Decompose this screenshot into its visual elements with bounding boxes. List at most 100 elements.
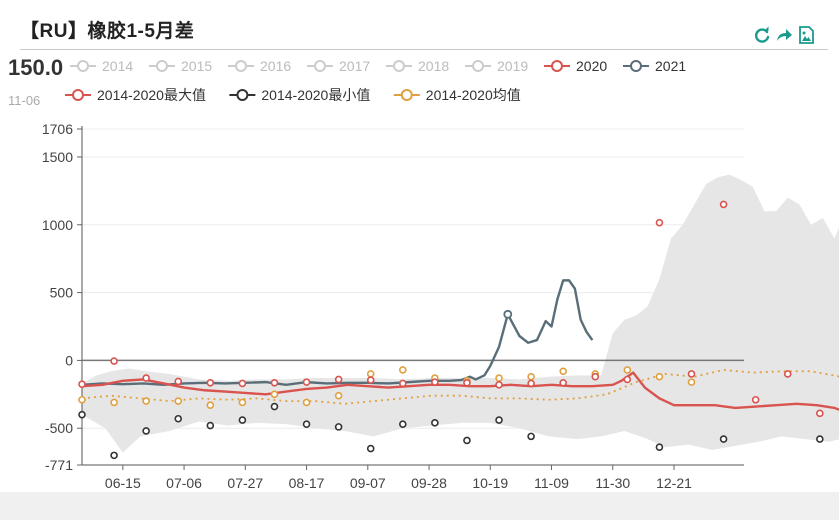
avg-marker — [623, 366, 632, 374]
legend-label: 2014-2020均值 — [426, 87, 521, 103]
avg-marker — [527, 372, 535, 381]
max-marker — [783, 370, 792, 378]
legend-swatch-dot — [235, 60, 247, 72]
avg-marker — [366, 370, 375, 378]
legend-label: 2020 — [576, 58, 607, 74]
legend-label: 2014-2020最小值 — [261, 87, 370, 103]
avg-marker — [302, 398, 311, 407]
y-tick-label: -500 — [45, 420, 73, 436]
legend-item[interactable]: 2014-2020均值 — [393, 87, 521, 103]
min-marker — [142, 427, 150, 435]
x-tick-label: 06-15 — [105, 475, 141, 491]
max-marker — [623, 375, 632, 384]
max-marker — [687, 370, 696, 378]
legend-label: 2019 — [497, 58, 528, 74]
legend-swatch-dot — [156, 60, 168, 72]
max-marker — [206, 378, 215, 387]
max-marker — [816, 409, 824, 418]
min-marker — [238, 416, 247, 424]
save-image-icon[interactable] — [797, 26, 815, 44]
x-tick-label: 12-21 — [656, 475, 692, 491]
toolbox — [753, 26, 815, 44]
marker-layer — [78, 200, 824, 460]
min-marker — [431, 419, 439, 427]
legend-item[interactable]: 2018 — [386, 58, 449, 74]
avg-marker — [270, 390, 279, 399]
max-marker — [591, 372, 600, 381]
legend-item[interactable]: 2014-2020最小值 — [229, 87, 370, 103]
legend-label: 2018 — [418, 58, 449, 74]
min-marker — [78, 410, 86, 419]
legend-label: 2014 — [102, 58, 133, 74]
x-tick-label: 07-27 — [227, 475, 263, 491]
avg-marker — [559, 367, 567, 376]
chart-title: 【RU】橡胶1-5月差 — [20, 21, 195, 42]
avg-marker — [655, 372, 664, 381]
min-marker — [110, 451, 118, 460]
avg-marker — [495, 374, 503, 382]
refresh-icon[interactable] — [753, 26, 771, 44]
min-marker — [206, 421, 215, 430]
min-marker — [655, 443, 664, 452]
legend-item[interactable]: 2019 — [465, 58, 528, 74]
legend-item[interactable]: 2017 — [307, 58, 370, 74]
max-marker — [495, 381, 503, 389]
legend-swatch-dot — [472, 60, 484, 72]
max-marker — [302, 378, 311, 386]
min-marker — [463, 436, 471, 445]
legend-item[interactable]: 2021 — [623, 58, 686, 74]
legend-swatch-dot — [393, 60, 405, 72]
avg-marker — [142, 397, 150, 405]
series-line-y2021 — [81, 279, 594, 387]
y-tick-label: 500 — [50, 285, 74, 301]
legend-swatch-dot — [236, 89, 249, 101]
avg-marker — [206, 401, 215, 409]
legend-swatch-dot — [77, 60, 89, 72]
series-point — [503, 309, 513, 319]
legend-item[interactable]: 2014-2020最大值 — [65, 87, 206, 103]
title-divider — [20, 49, 828, 50]
max-marker — [751, 395, 760, 404]
x-tick-label: 11-30 — [595, 475, 630, 491]
legend-item[interactable]: 2015 — [149, 58, 212, 74]
legend-item[interactable]: 2016 — [228, 58, 291, 74]
x-tick-label: 11-09 — [534, 475, 569, 491]
y-tick-label: 1706 — [42, 121, 73, 137]
avg-marker — [687, 378, 696, 386]
legend: 2014 2015 2016 2017 2018 2019 2020 2021 2014-202… — [65, 58, 686, 103]
legend-label: 2021 — [655, 58, 686, 74]
x-tick-label: 08-17 — [289, 475, 325, 491]
legend-swatch-dot — [630, 60, 642, 72]
max-marker — [527, 379, 535, 388]
y-tick-label: 0 — [65, 352, 73, 368]
max-marker — [78, 380, 86, 388]
min-marker — [366, 444, 375, 453]
avg-marker — [334, 391, 343, 400]
y-tick-label: 1000 — [42, 217, 73, 233]
avg-marker — [398, 366, 407, 374]
min-marker — [302, 420, 311, 428]
y-tick-label: 1500 — [42, 149, 73, 165]
legend-label: 2017 — [339, 58, 370, 74]
legend-label: 2014-2020最大值 — [97, 87, 206, 103]
max-marker — [463, 378, 471, 387]
max-marker — [238, 379, 247, 388]
x-tick-label: 09-07 — [350, 475, 386, 491]
max-marker — [270, 378, 279, 387]
x-tick-label: 09-28 — [411, 475, 447, 491]
min-marker — [174, 414, 183, 423]
tooltip-date: 11-06 — [8, 93, 41, 108]
min-marker — [527, 432, 535, 441]
share-icon[interactable] — [775, 26, 793, 44]
legend-swatch-dot — [72, 89, 84, 101]
max-marker — [110, 357, 118, 365]
max-marker — [398, 379, 407, 388]
tooltip-value: 150.0 — [8, 55, 64, 80]
legend-item[interactable]: 2020 — [544, 58, 607, 74]
legend-item[interactable]: 2014 — [70, 58, 133, 74]
avg-marker — [238, 398, 247, 407]
min-marker — [398, 420, 407, 428]
legend-label: 2015 — [181, 58, 212, 74]
legend-swatch-dot — [400, 89, 413, 101]
